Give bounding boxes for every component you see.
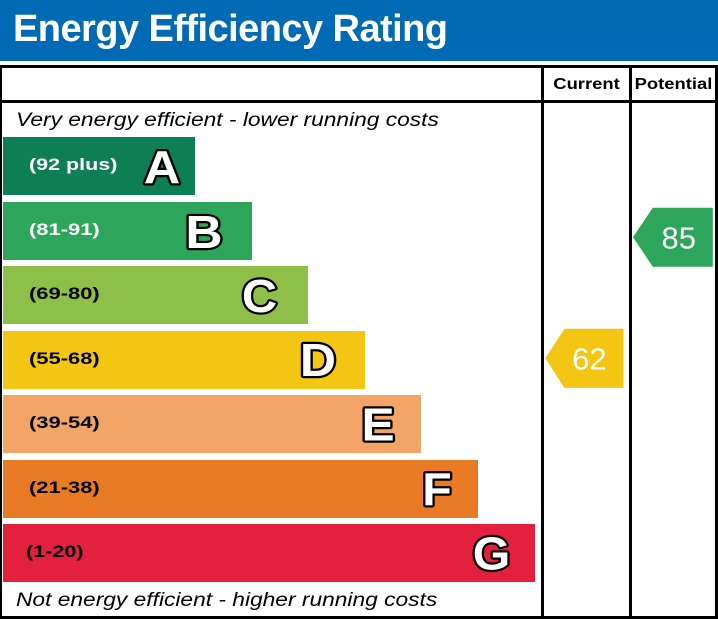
svg-text:85: 85 [661, 220, 695, 255]
svg-text:62: 62 [572, 342, 606, 377]
svg-text:D: D [300, 335, 336, 387]
svg-text:B: B [185, 207, 222, 258]
svg-text:C: C [242, 271, 277, 322]
svg-text:G: G [473, 528, 511, 580]
svg-text:A: A [144, 142, 181, 193]
svg-text:F: F [422, 463, 452, 515]
svg-text:E: E [361, 400, 394, 451]
